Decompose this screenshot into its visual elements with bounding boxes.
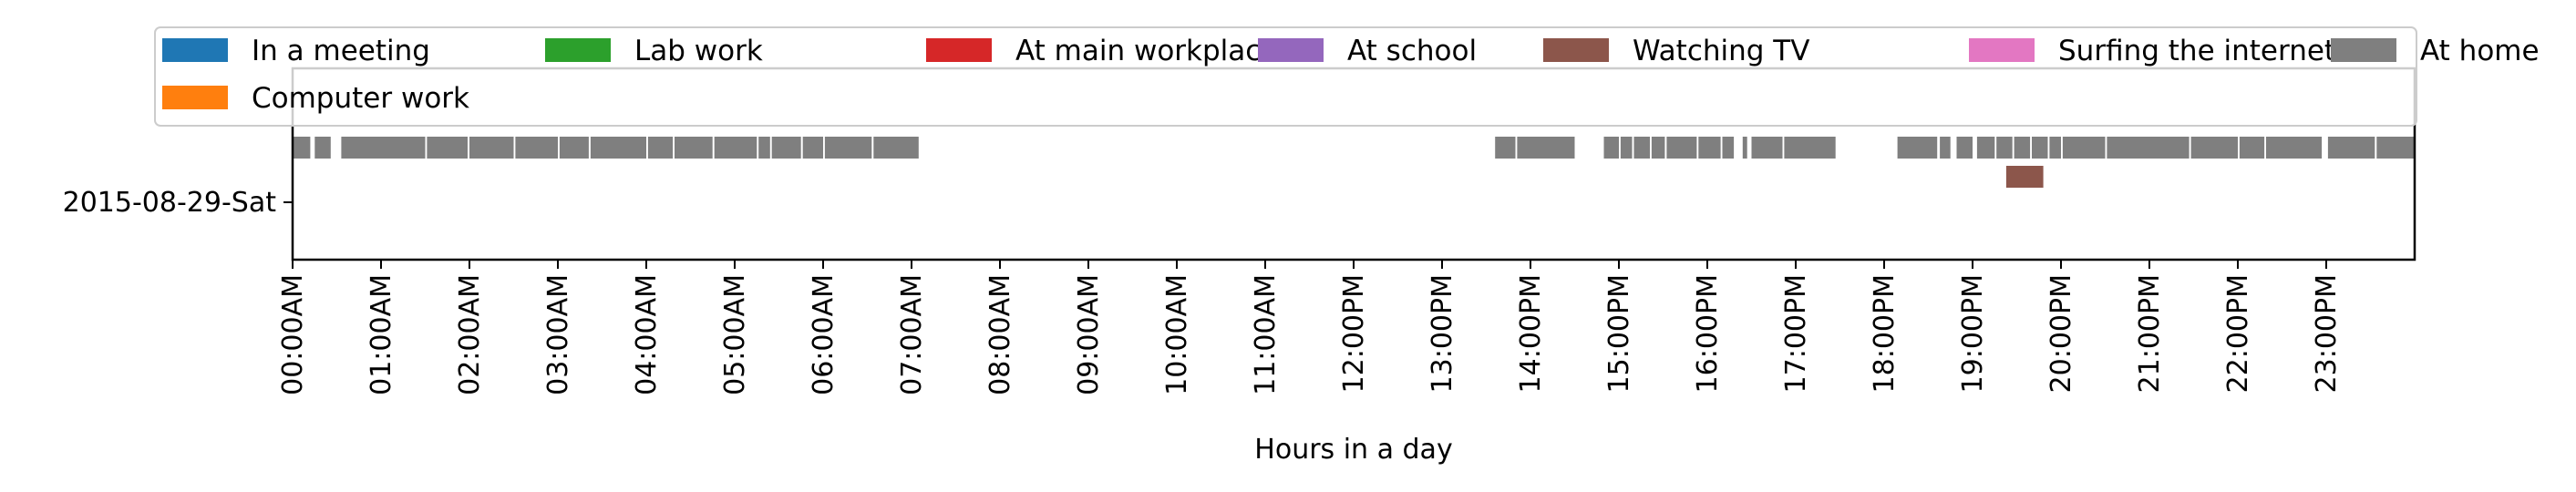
bar-at-home xyxy=(1666,137,1697,159)
bar-at-home xyxy=(1603,137,1619,159)
legend-items: In a meeting Lab work At main workplace At … xyxy=(162,35,2540,115)
legend-label-computer-work: Computer work xyxy=(252,82,469,115)
x-tick-label: 10:00AM xyxy=(1161,274,1193,395)
bar-at-home xyxy=(1956,137,1973,159)
bar-at-home xyxy=(1495,137,1516,159)
legend-swatch-at-home xyxy=(2331,38,2396,62)
bar-at-home xyxy=(293,137,311,159)
bar-at-home xyxy=(758,137,770,159)
bar-at-home xyxy=(2049,137,2061,159)
x-tick-label: 02:00AM xyxy=(454,274,486,395)
x-tick-label: 18:00PM xyxy=(1869,274,1901,393)
bar-at-home xyxy=(2107,137,2190,159)
x-tick-label: 01:00AM xyxy=(366,274,397,395)
bar-at-home xyxy=(515,137,558,159)
legend-frame xyxy=(154,26,2417,127)
x-tick-label: 04:00AM xyxy=(631,274,663,395)
x-tick-label: 21:00PM xyxy=(2134,274,2166,393)
x-tick-label: 17:00PM xyxy=(1780,274,1812,393)
x-tick-label: 00:00AM xyxy=(277,274,309,395)
legend-label-at-school: At school xyxy=(1347,35,1477,67)
bar-at-home xyxy=(1996,137,2013,159)
bar-at-home xyxy=(2190,137,2238,159)
legend-label-surfing-the-internet: Surfing the internet xyxy=(2058,35,2335,67)
plot-area: 00:00AM 01:00AM 02:00AM 03:00AM 04:00AM 05:00… xyxy=(63,67,2416,395)
bar-at-home xyxy=(824,137,872,159)
x-axis-ticks: 00:00AM 01:00AM 02:00AM 03:00AM 04:00AM 05:00… xyxy=(277,260,2343,395)
bar-at-home xyxy=(2014,137,2031,159)
x-tick-label: 22:00PM xyxy=(2222,274,2254,393)
y-axis-ticks: 2015-08-29-Sat xyxy=(63,187,293,219)
legend-swatch-surfing-the-internet xyxy=(1969,38,2035,62)
legend-swatch-at-main-workplace xyxy=(926,38,992,62)
legend-swatch-lab-work xyxy=(545,38,611,62)
x-tick-label: 05:00AM xyxy=(719,274,751,395)
bar-at-home xyxy=(1633,137,1650,159)
legend-swatch-at-school xyxy=(1258,38,1324,62)
x-axis-title: Hours in a day xyxy=(1254,434,1452,466)
x-tick-label: 09:00AM xyxy=(1073,274,1105,395)
legend-label-in-a-meeting: In a meeting xyxy=(252,35,430,67)
x-tick-label: 19:00PM xyxy=(1957,274,1989,393)
bar-at-home xyxy=(1698,137,1721,159)
bar-at-home xyxy=(590,137,646,159)
bar-at-home xyxy=(341,137,426,159)
bar-at-home xyxy=(427,137,468,159)
x-tick-label: 03:00AM xyxy=(542,274,574,395)
legend-label-at-home: At home xyxy=(2420,35,2540,67)
bar-at-home xyxy=(802,137,823,159)
x-tick-label: 06:00AM xyxy=(808,274,840,395)
x-tick-label: 20:00PM xyxy=(2045,274,2077,393)
y-tick-label: 2015-08-29-Sat xyxy=(63,187,277,219)
bar-at-home xyxy=(1620,137,1633,159)
bar-watching-tv xyxy=(2005,166,2044,188)
legend-label-lab-work: Lab work xyxy=(634,35,763,67)
bar-at-home xyxy=(2032,137,2048,159)
bar-at-home xyxy=(2376,137,2415,159)
bar-at-home xyxy=(2266,137,2323,159)
bar-at-home xyxy=(1517,137,1575,159)
bar-at-home xyxy=(1784,137,1836,159)
bar-at-home xyxy=(1751,137,1783,159)
bar-at-home xyxy=(559,137,589,159)
legend-swatch-watching-tv xyxy=(1543,38,1609,62)
x-tick-label: 11:00AM xyxy=(1250,274,1282,395)
bar-at-home xyxy=(469,137,514,159)
x-tick-label: 08:00AM xyxy=(984,274,1016,395)
x-tick-label: 12:00PM xyxy=(1338,274,1370,393)
bar-at-home xyxy=(1976,137,1995,159)
bar-at-home xyxy=(1940,137,1951,159)
bar-at-home xyxy=(2062,137,2106,159)
bar-at-home xyxy=(714,137,757,159)
x-tick-label: 23:00PM xyxy=(2311,274,2343,393)
legend-label-watching-tv: Watching TV xyxy=(1633,35,1809,67)
x-tick-label: 15:00PM xyxy=(1603,274,1635,393)
activity-bars xyxy=(293,137,2415,188)
x-tick-label: 14:00PM xyxy=(1515,274,1547,393)
legend-swatch-computer-work xyxy=(162,86,228,109)
x-tick-label: 07:00AM xyxy=(896,274,928,395)
bar-at-home xyxy=(314,137,331,159)
x-tick-label: 13:00PM xyxy=(1427,274,1458,393)
bar-at-home xyxy=(1742,137,1747,159)
bar-at-home xyxy=(1897,137,1938,159)
bar-at-home xyxy=(1651,137,1665,159)
bar-at-home xyxy=(1722,137,1735,159)
bar-at-home xyxy=(675,137,713,159)
bar-at-home xyxy=(647,137,674,159)
bar-at-home xyxy=(2327,137,2375,159)
bar-at-home xyxy=(2239,137,2265,159)
legend-label-at-main-workplace: At main workplace xyxy=(1015,35,1278,67)
legend-swatch-in-a-meeting xyxy=(162,38,228,62)
bar-at-home xyxy=(873,137,919,159)
legend: In a meeting Lab work At main workplace At … xyxy=(154,26,2540,127)
x-tick-label: 16:00PM xyxy=(1692,274,1724,393)
bar-at-home xyxy=(771,137,801,159)
